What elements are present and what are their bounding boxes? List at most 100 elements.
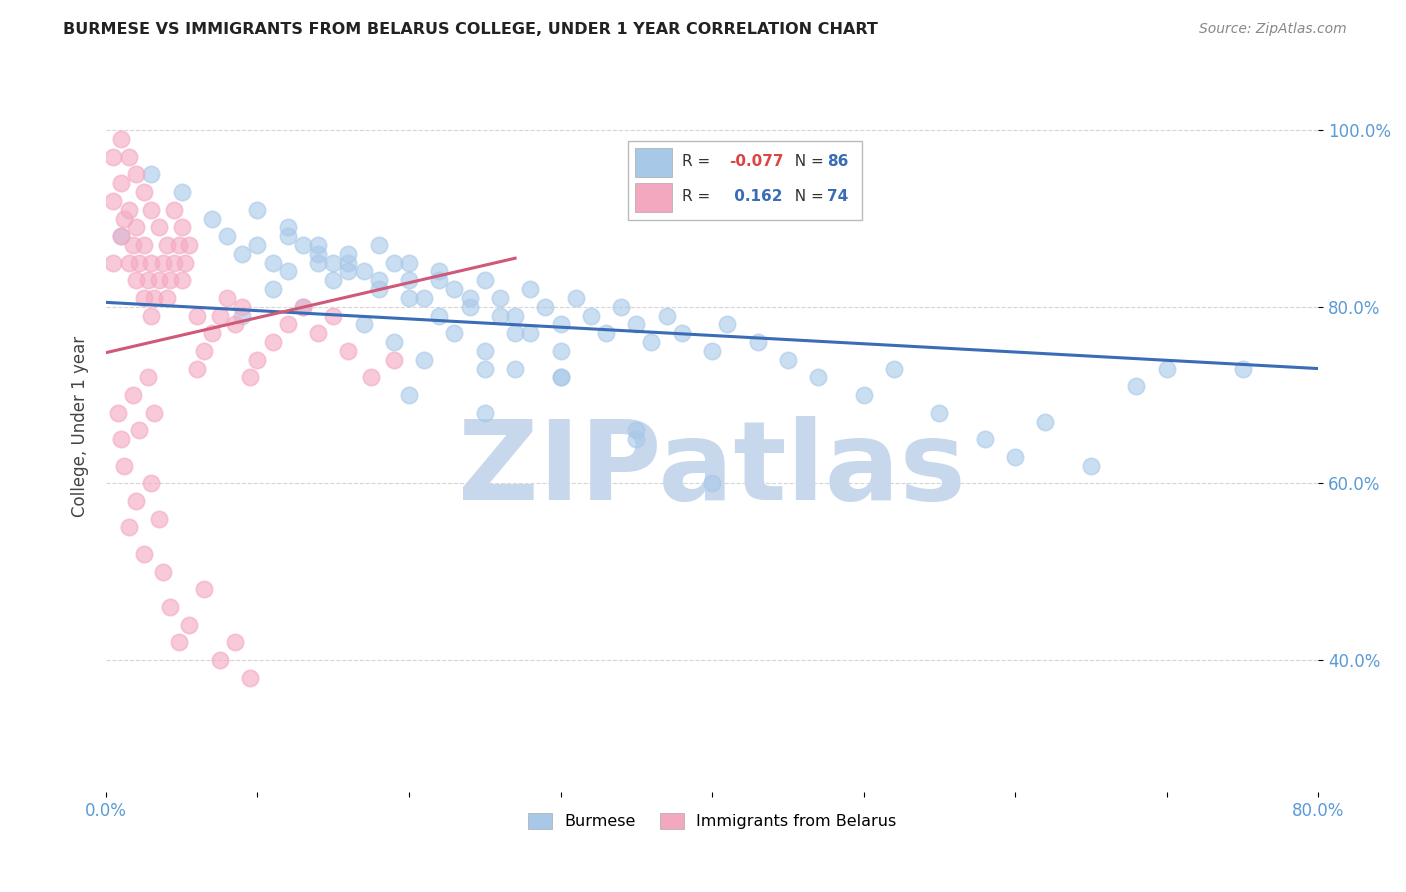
Point — [398, 291, 420, 305]
Point — [382, 335, 405, 350]
Point — [700, 476, 723, 491]
Legend: Burmese, Immigrants from Belarus: Burmese, Immigrants from Belarus — [522, 806, 903, 836]
Point — [246, 238, 269, 252]
Point — [132, 291, 155, 305]
Point — [231, 300, 253, 314]
Point — [173, 255, 195, 269]
Point — [595, 326, 617, 341]
Text: R =: R = — [682, 154, 716, 169]
Point — [626, 318, 648, 332]
Point — [307, 326, 329, 341]
Point — [138, 273, 160, 287]
Point — [640, 335, 662, 350]
Point — [159, 599, 181, 614]
Point — [117, 520, 139, 534]
Point — [208, 653, 231, 667]
Point — [262, 282, 284, 296]
Point — [170, 273, 193, 287]
Point — [776, 352, 799, 367]
Point — [427, 273, 450, 287]
Point — [367, 238, 389, 252]
Point — [217, 291, 239, 305]
Point — [231, 309, 253, 323]
Point — [112, 458, 135, 473]
Point — [138, 370, 160, 384]
Point — [141, 167, 163, 181]
Point — [291, 238, 314, 252]
Point — [291, 300, 314, 314]
Point — [246, 352, 269, 367]
Point — [564, 291, 586, 305]
Point — [474, 343, 496, 358]
Point — [186, 361, 208, 376]
Point — [132, 547, 155, 561]
Point — [262, 335, 284, 350]
Point — [1035, 415, 1057, 429]
Point — [239, 370, 262, 384]
Point — [1232, 361, 1254, 376]
Point — [398, 273, 420, 287]
Point — [143, 291, 166, 305]
Point — [700, 343, 723, 358]
Point — [201, 326, 224, 341]
Point — [852, 388, 875, 402]
Point — [322, 273, 344, 287]
Point — [179, 617, 201, 632]
Point — [277, 220, 299, 235]
Text: BURMESE VS IMMIGRANTS FROM BELARUS COLLEGE, UNDER 1 YEAR CORRELATION CHART: BURMESE VS IMMIGRANTS FROM BELARUS COLLE… — [63, 22, 879, 37]
Point — [117, 255, 139, 269]
FancyBboxPatch shape — [636, 183, 672, 211]
Point — [110, 432, 132, 446]
Point — [103, 150, 125, 164]
Point — [883, 361, 905, 376]
Point — [503, 326, 526, 341]
Point — [671, 326, 693, 341]
Point — [550, 343, 572, 358]
Point — [103, 194, 125, 208]
Point — [277, 264, 299, 278]
Point — [398, 388, 420, 402]
Point — [155, 238, 177, 252]
Point — [148, 273, 170, 287]
Text: ZIPatlas: ZIPatlas — [458, 417, 966, 524]
Point — [503, 361, 526, 376]
Point — [443, 326, 465, 341]
Point — [239, 671, 262, 685]
Point — [148, 511, 170, 525]
Point — [122, 388, 145, 402]
Point — [474, 361, 496, 376]
Point — [143, 406, 166, 420]
Point — [337, 255, 360, 269]
Point — [458, 291, 481, 305]
Point — [928, 406, 950, 420]
Point — [382, 352, 405, 367]
Point — [382, 255, 405, 269]
Point — [122, 238, 145, 252]
Text: -0.077: -0.077 — [728, 154, 783, 169]
Text: 0.162: 0.162 — [728, 189, 782, 204]
Point — [550, 318, 572, 332]
Point — [167, 635, 190, 649]
Point — [503, 309, 526, 323]
Text: N =: N = — [785, 189, 828, 204]
Point — [132, 238, 155, 252]
Point — [322, 255, 344, 269]
Point — [291, 300, 314, 314]
Point — [201, 211, 224, 226]
Point — [132, 185, 155, 199]
Point — [1004, 450, 1026, 464]
Point — [427, 264, 450, 278]
Point — [107, 406, 129, 420]
Text: 74: 74 — [827, 189, 848, 204]
Point — [534, 300, 557, 314]
Point — [128, 255, 150, 269]
Point — [1156, 361, 1178, 376]
Point — [193, 343, 215, 358]
Point — [413, 352, 436, 367]
Point — [337, 264, 360, 278]
Point — [103, 255, 125, 269]
Point — [474, 273, 496, 287]
Point — [626, 423, 648, 437]
Point — [610, 300, 633, 314]
Text: R =: R = — [682, 189, 716, 204]
